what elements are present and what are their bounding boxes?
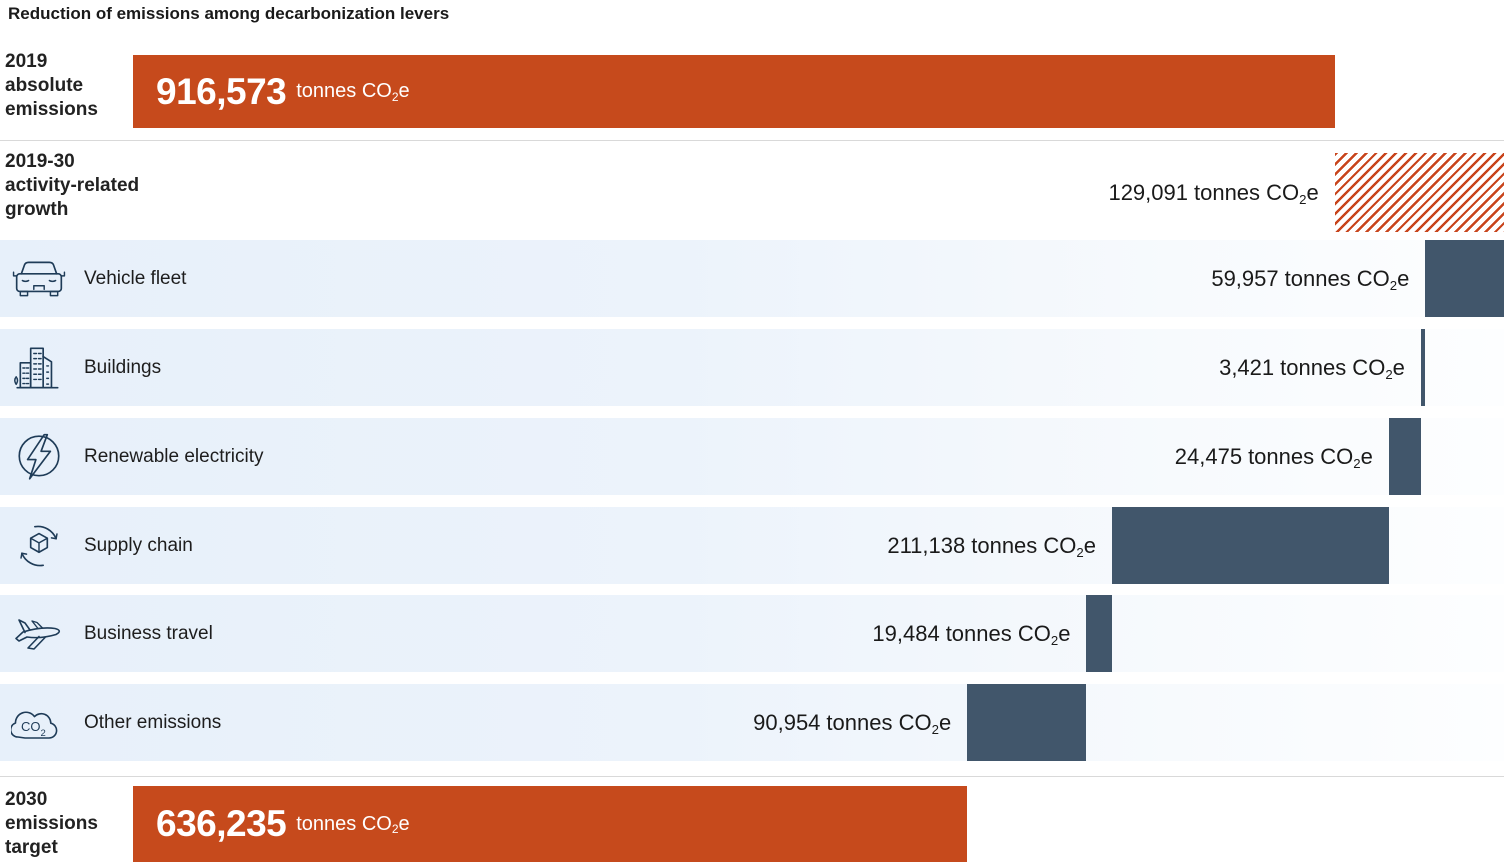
lever-row-business-travel: Business travel 19,484tonnes CO2e — [0, 595, 1504, 672]
lever-row-vehicle-fleet: Vehicle fleet 59,957tonnes CO2e — [0, 240, 1504, 317]
unit-label: tonnes CO2e — [971, 533, 1096, 558]
unit-label: tonnes CO2e — [1280, 355, 1405, 380]
lever-bar — [1389, 418, 1421, 495]
chart-title: Reduction of emissions among decarboniza… — [8, 4, 449, 24]
unit-label: tonnes CO2e — [826, 710, 951, 735]
svg-text:CO: CO — [21, 719, 41, 734]
lever-row-renewable-electricity: Renewable electricity 24,475tonnes CO2e — [0, 418, 1504, 495]
target-value: 636,235 — [156, 803, 286, 845]
lever-value: 3,421tonnes CO2e — [1219, 355, 1405, 381]
growth-value: 129,091tonnes CO2e — [1108, 180, 1318, 206]
waterfall-chart: Reduction of emissions among decarboniza… — [0, 0, 1504, 863]
lever-value: 90,954tonnes CO2e — [753, 710, 951, 736]
unit-label: tonnes CO2e — [1285, 266, 1410, 291]
start-bar: 916,573 tonnes CO2e — [133, 55, 1335, 128]
co2-cloud-icon: CO 2 — [11, 695, 67, 751]
unit-label: tonnes CO2e — [296, 80, 409, 103]
airplane-icon — [11, 606, 67, 662]
lever-bar — [1086, 595, 1112, 672]
unit-label: tonnes CO2e — [946, 621, 1071, 646]
start-value: 916,573 — [156, 71, 286, 113]
growth-bar — [1335, 153, 1504, 232]
lever-value: 19,484tonnes CO2e — [872, 621, 1070, 647]
unit-label: tonnes CO2e — [296, 813, 409, 836]
lever-row-buildings: Buildings 3,421tonnes CO2e — [0, 329, 1504, 406]
lever-bar — [1112, 507, 1389, 584]
target-bar: 636,235 tonnes CO2e — [133, 786, 967, 862]
divider — [0, 776, 1504, 777]
unit-label: tonnes CO2e — [1248, 444, 1373, 469]
lightning-icon — [11, 429, 67, 485]
supply-chain-cycle-icon — [11, 518, 67, 574]
start-bar-area: 916,573 tonnes CO2e — [133, 55, 1504, 128]
lever-value: 59,957tonnes CO2e — [1211, 266, 1409, 292]
lever-bar — [1425, 240, 1504, 317]
unit-label: tonnes CO2e — [1194, 180, 1319, 205]
lever-row-supply-chain: Supply chain 211,138tonnes CO2e — [0, 507, 1504, 584]
lever-bar — [967, 684, 1086, 761]
lever-value: 211,138tonnes CO2e — [887, 533, 1096, 559]
lever-bar — [1421, 329, 1425, 406]
lever-row-other-emissions: CO 2 Other emissions 90,954tonnes CO2e — [0, 684, 1504, 761]
svg-text:2: 2 — [41, 728, 46, 739]
divider — [0, 140, 1504, 141]
growth-bar-area: 129,091tonnes CO2e — [133, 153, 1504, 232]
lever-value: 24,475tonnes CO2e — [1175, 444, 1373, 470]
target-bar-area: 636,235 tonnes CO2e — [133, 786, 1504, 862]
buildings-icon — [11, 340, 67, 396]
car-icon — [11, 251, 67, 307]
